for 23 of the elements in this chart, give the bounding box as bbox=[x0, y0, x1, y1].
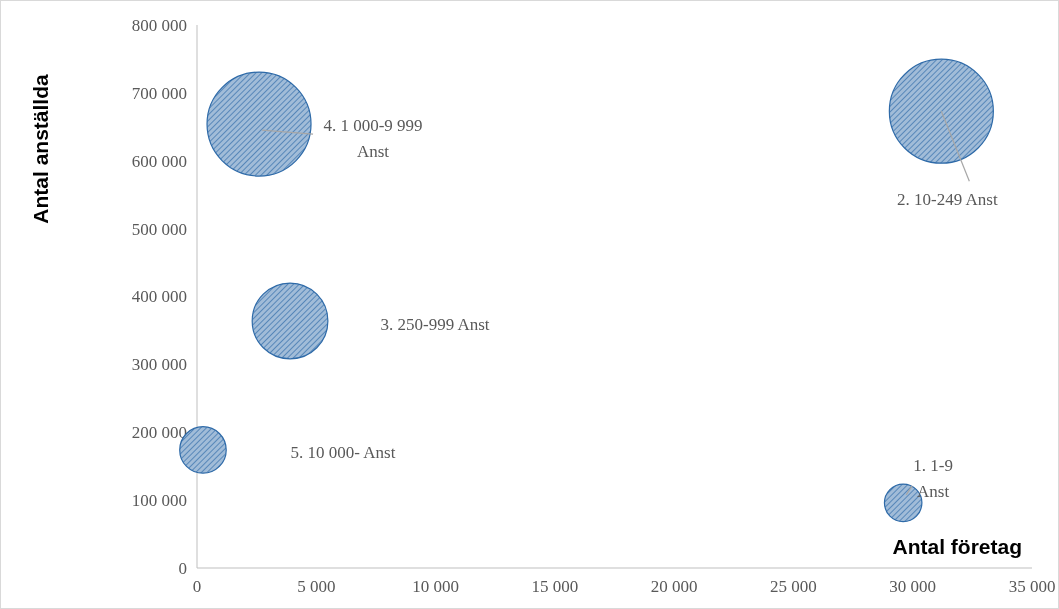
x-tick-label: 30 000 bbox=[889, 577, 937, 596]
y-tick-label: 0 bbox=[178, 558, 187, 578]
x-tick-label: 0 bbox=[192, 577, 202, 596]
x-tick-label: 15 000 bbox=[531, 577, 579, 596]
annotation: 2. 10-249 Anst bbox=[897, 190, 998, 210]
x-tick-label: 5 000 bbox=[297, 577, 336, 596]
y-tick-label: 100 000 bbox=[131, 491, 187, 511]
x-axis-title: Antal företag bbox=[892, 535, 1022, 558]
y-tick-label: 400 000 bbox=[131, 287, 187, 307]
annotation: 4. 1 000-9 999 Anst bbox=[323, 116, 423, 162]
y-tick-label: 500 000 bbox=[131, 219, 187, 239]
x-tick-label: 25 000 bbox=[770, 577, 817, 596]
y-tick-label: 300 000 bbox=[131, 355, 187, 375]
annotation: 3. 250-999 Anst bbox=[380, 314, 490, 334]
y-tick-label: 600 000 bbox=[131, 151, 187, 171]
y-tick-label: 700 000 bbox=[131, 83, 187, 103]
x-tick-label: 20 000 bbox=[650, 577, 698, 596]
y-axis-title: Antal anställda bbox=[29, 74, 52, 224]
y-tick-label: 800 000 bbox=[131, 15, 187, 35]
x-tick-label: 10 000 bbox=[412, 577, 459, 596]
x-tick-label: 35 000 bbox=[1008, 577, 1056, 596]
annotation: 1. 1-9 Anst bbox=[913, 455, 954, 502]
annotation: 5. 10 000- Anst bbox=[290, 442, 396, 462]
